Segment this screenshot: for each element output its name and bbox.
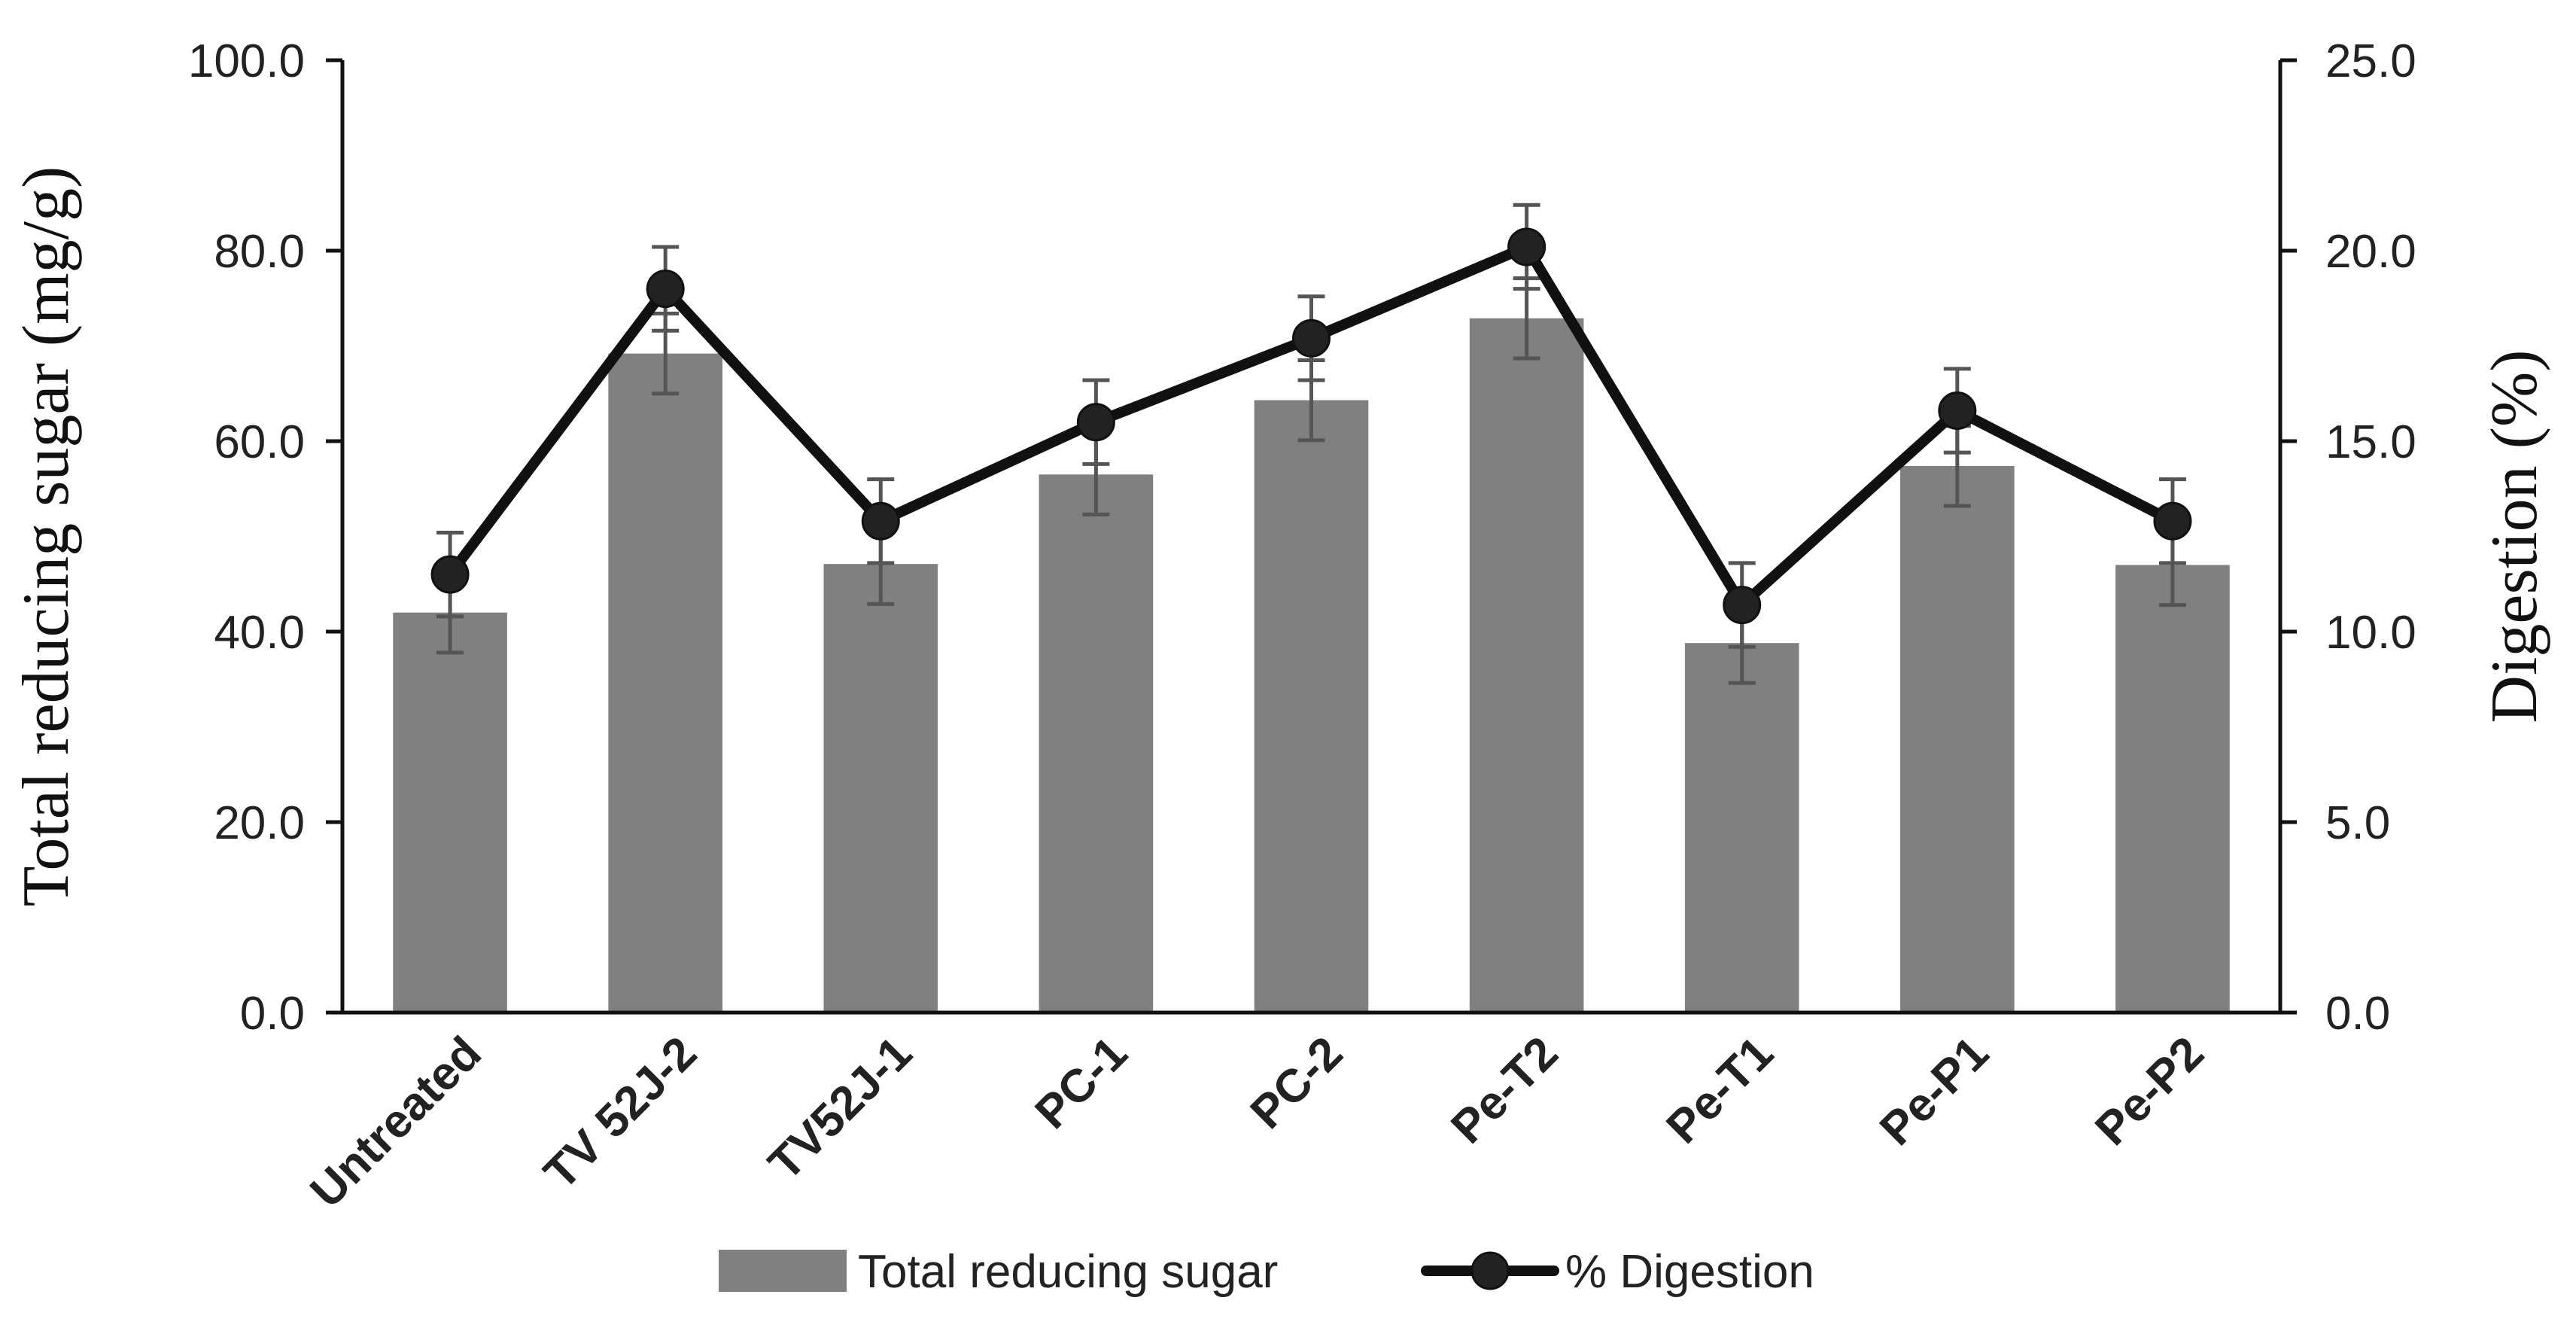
category-label-8: Pe-P2 [2085, 1027, 2214, 1156]
category-label-4: PC-2 [1241, 1027, 1353, 1139]
bars-layer [393, 276, 2230, 1013]
category-label-2: TV52J-1 [759, 1027, 922, 1190]
left-tick-label-5: 100.0 [188, 35, 305, 87]
digestion-point-3 [1076, 403, 1115, 442]
left-tick-label-1: 20.0 [214, 797, 305, 849]
category-label-5: Pe-T2 [1441, 1027, 1568, 1153]
bar-8 [2115, 565, 2230, 1013]
digestion-point-1 [646, 270, 685, 309]
category-label-6: Pe-T1 [1656, 1027, 1783, 1153]
right-tick-label-5: 25.0 [2325, 35, 2416, 87]
bar-3 [1039, 474, 1154, 1013]
left-tick-label-2: 40.0 [214, 607, 305, 659]
digestion-point-6 [1723, 586, 1762, 625]
category-label-7: Pe-P1 [1870, 1027, 1999, 1156]
digestion-point-0 [430, 555, 470, 594]
legend-bar-swatch [719, 1250, 847, 1292]
right-tick-label-2: 10.0 [2325, 607, 2416, 659]
bar-1 [608, 353, 722, 1013]
right-tick-label-3: 15.0 [2325, 416, 2416, 468]
category-label-0: Untreated [301, 1027, 491, 1217]
legend: Total reducing sugar % Digestion [719, 1246, 1814, 1298]
right-tick-label-4: 20.0 [2325, 226, 2416, 278]
digestion-point-8 [2153, 501, 2192, 541]
axes-layer [326, 58, 2297, 1015]
bar-5 [1469, 318, 1584, 1013]
digestion-point-7 [1938, 391, 1977, 431]
left-axis-title: Total reducing sugar (mg/g) [10, 166, 83, 907]
category-label-3: PC-1 [1026, 1027, 1138, 1139]
legend-line-marker [1470, 1251, 1510, 1290]
bar-4 [1254, 400, 1369, 1013]
left-tick-label-4: 80.0 [214, 226, 305, 278]
right-tick-label-1: 5.0 [2325, 797, 2390, 849]
digestion-point-4 [1292, 318, 1331, 358]
bar-7 [1900, 465, 2015, 1013]
left-tick-label-0: 0.0 [240, 988, 305, 1040]
line-layer [430, 203, 2192, 649]
digestion-point-5 [1507, 227, 1547, 267]
bar-6 [1684, 643, 1799, 1013]
legend-label-bar: Total reducing sugar [858, 1246, 1278, 1298]
legend-label-line: % Digestion [1565, 1246, 1814, 1298]
left-tick-label-3: 60.0 [214, 416, 305, 468]
category-label-1: TV 52J-2 [534, 1027, 707, 1199]
digestion-point-2 [861, 501, 900, 541]
bar-2 [823, 564, 938, 1013]
bar-0 [393, 612, 507, 1013]
right-axis-title: Digestion (%) [2478, 349, 2551, 723]
right-tick-label-0: 0.0 [2325, 988, 2390, 1040]
